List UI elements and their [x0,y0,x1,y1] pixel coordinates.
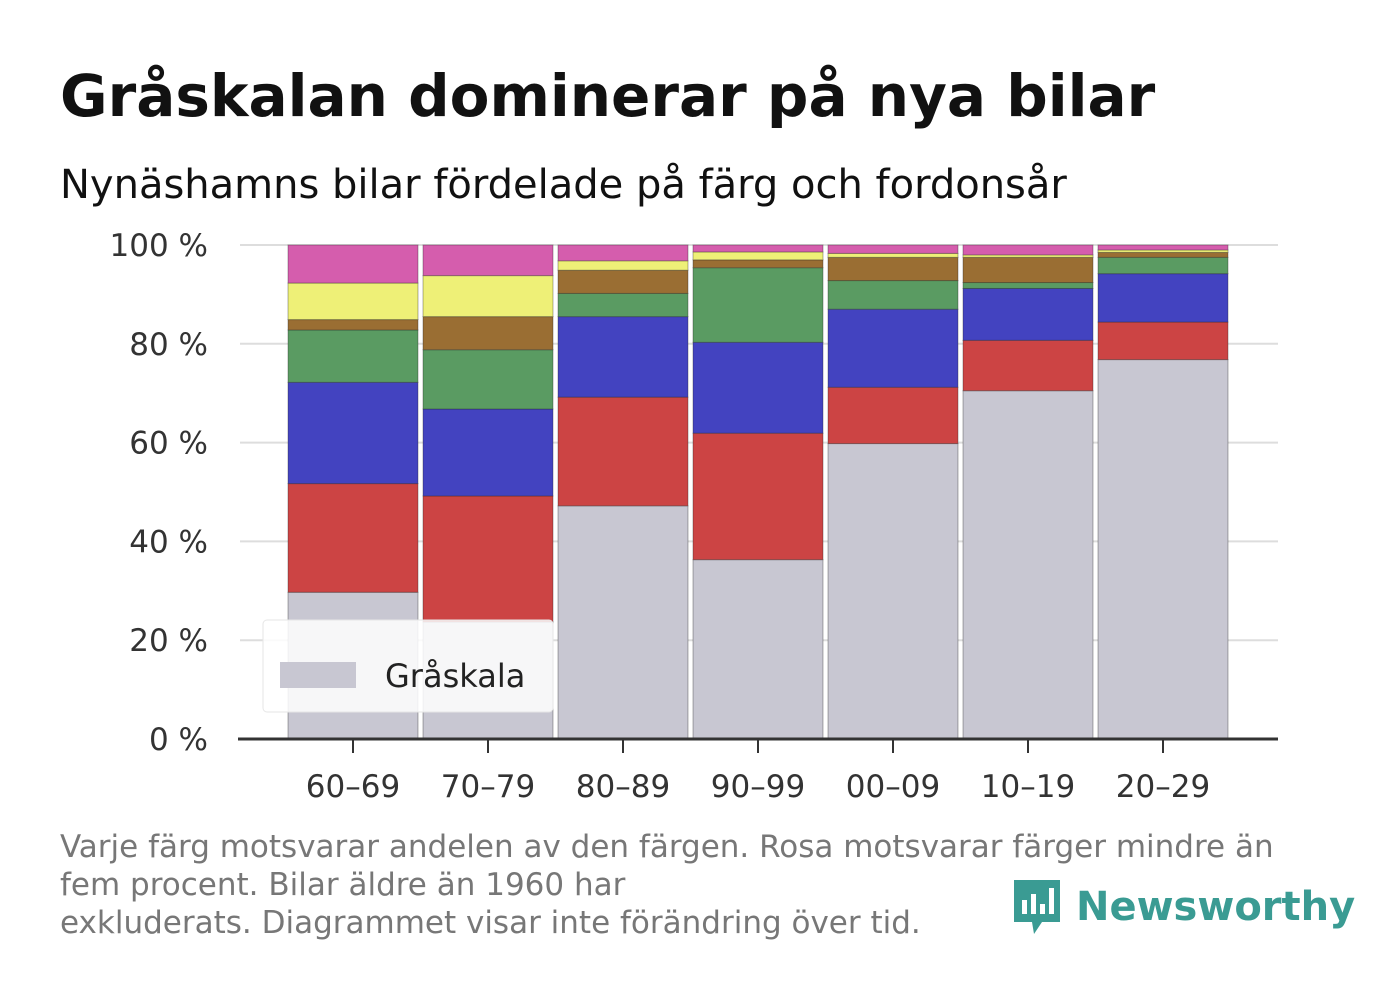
bar-segment [827,280,959,310]
bar-segment [1097,359,1229,740]
bar-segment [962,287,1094,341]
bar-segment [422,408,554,497]
bar-segment [692,432,824,561]
stacked-bar-chart: 0 % 20 % 40 % 60 % 80 % 100 % 60–69 70–79 80–89 9… [110,228,1278,805]
y-tick-label: 80 % [129,327,208,363]
x-tick-label: 20–29 [1116,769,1210,805]
bar-segment [422,349,554,410]
bar-segment [287,244,419,284]
bar-segment [557,316,689,398]
x-tick-label: 70–79 [441,769,535,805]
chart-title: Gråskalan dominerar på nya bilar [60,62,1156,130]
bar-segment [962,256,1094,284]
footnote: Varje färg motsvarar andelen av den färg… [60,828,1300,942]
bar-segment [557,505,689,740]
bar-segment [827,308,959,388]
bar-segment [827,252,959,258]
bar-segment [287,329,419,383]
y-tick-label: 60 % [129,426,208,462]
footnote-line-1: Varje färg motsvarar andelen av den färg… [60,829,1274,865]
y-tick-label: 100 % [110,228,208,264]
bar-segment [1097,251,1229,258]
bar-segment [827,256,959,282]
bar-segment [692,559,824,740]
legend: Gråskala [262,619,554,713]
bar-segment [962,339,1094,392]
bar-segment [557,396,689,507]
x-tick-label: 90–99 [711,769,805,805]
bar-segment [422,316,554,351]
bar-segment [422,275,554,318]
footnote-line-3: exkluderats. Diagrammet visar inte förän… [60,905,921,941]
chart-subtitle: Nynäshamns bilar fördelade på färg och f… [60,162,1067,208]
bar-segment [827,244,959,254]
bar-segment [692,341,824,434]
bar-segment [1097,244,1229,251]
x-tick-label: 00–09 [846,769,940,805]
bar-segment [422,495,554,623]
bar-segment [287,319,419,331]
x-tick-label: 60–69 [306,769,400,805]
legend-box [262,619,554,713]
bar-segment [422,244,554,277]
bar-segment [962,390,1094,740]
legend-label: Gråskala [385,657,525,695]
bar-segment [827,443,959,740]
bar-segment [962,244,1094,256]
bar-segment [287,483,419,593]
y-tick-label: 40 % [129,524,208,560]
bar-segment [692,244,824,253]
bar-segment [692,259,824,269]
legend-swatch [280,662,356,688]
bar-segment [1097,321,1229,361]
footnote-line-2: fem procent. Bilar äldre än 1960 har [60,867,626,903]
bar-chart-speech-bubble-icon [1014,880,1060,934]
y-tick-label: 20 % [129,623,208,659]
bar-segment [557,260,689,271]
axes: 0 % 20 % 40 % 60 % 80 % 100 % 60–69 70–79 80–89 9… [110,228,1278,805]
y-tick-label: 0 % [149,722,208,758]
bar-segment [287,381,419,485]
brand-name: Newsworthy [1076,884,1356,930]
x-tick-label: 80–89 [576,769,670,805]
x-tick-label: 10–19 [981,769,1075,805]
bar-segment [692,267,824,343]
bar-segment [1097,273,1229,323]
bar-segment [827,386,959,445]
bar-segment [692,251,824,261]
bar-segment [287,282,419,321]
bar-segment [1097,256,1229,275]
brand-logo: Newsworthy [1012,878,1355,936]
bar-segment [962,282,1094,289]
bar-segment [557,292,689,318]
bar-segment [557,269,689,294]
bar-segment [557,244,689,262]
